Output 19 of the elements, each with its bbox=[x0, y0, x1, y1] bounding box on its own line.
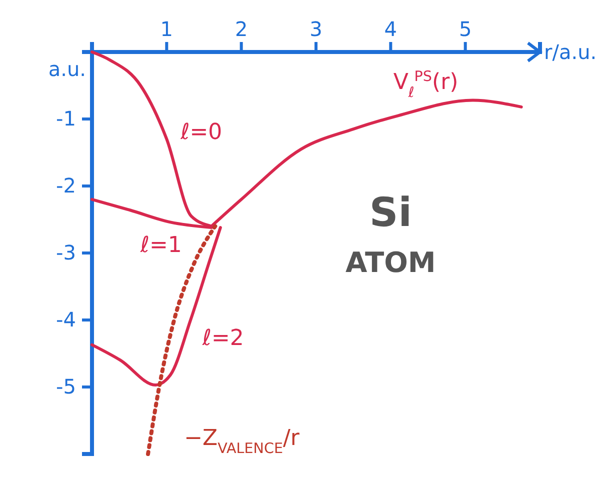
y-tick-label: -2 bbox=[56, 173, 76, 198]
y-tick-label: -5 bbox=[56, 374, 76, 398]
series-label: −Z$_{VALENCE}$/r bbox=[184, 426, 300, 457]
y-tick-label: -4 bbox=[56, 307, 76, 332]
series-label: ℓ=0 bbox=[180, 120, 222, 146]
y-tick-label: -1 bbox=[56, 106, 76, 130]
x-tick-label: 2 bbox=[234, 17, 248, 41]
x-tick-label: 1 bbox=[160, 17, 174, 41]
series-label: V$_{ℓ}$$^{PS}$(r) bbox=[393, 69, 458, 102]
x-axis-title: r/a.u. bbox=[544, 40, 597, 64]
y-axis-title: a.u. bbox=[48, 57, 86, 81]
annotation: Si bbox=[369, 190, 412, 236]
x-tick-label: 3 bbox=[310, 17, 322, 41]
y-tick-label: -3 bbox=[56, 240, 76, 264]
annotation: ATOM bbox=[346, 246, 436, 280]
series-label: ℓ=1 bbox=[139, 233, 182, 258]
x-tick-label: 5 bbox=[458, 17, 472, 41]
series-label: ℓ=2 bbox=[201, 326, 244, 351]
x-tick-label: 4 bbox=[384, 17, 398, 41]
